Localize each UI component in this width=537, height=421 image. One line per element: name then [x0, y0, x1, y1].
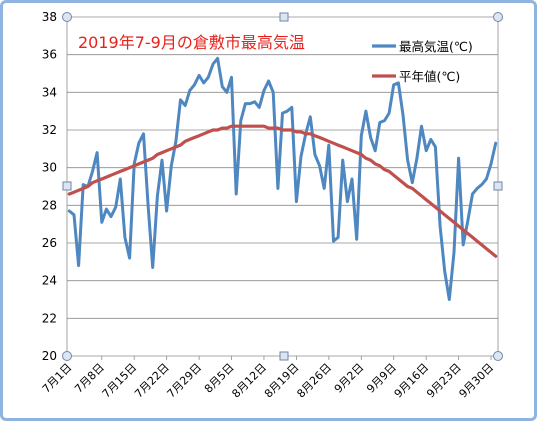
resize-handle[interactable] [62, 181, 72, 191]
x-tick-label: 7月15日 [100, 361, 140, 401]
chart-title: 2019年7-9月の倉敷市最高気温 [78, 33, 305, 52]
legend-label: 最高気温(℃) [399, 39, 473, 54]
resize-handle[interactable] [62, 12, 72, 22]
legend: 最高気温(℃) 平年値(℃) [372, 39, 473, 84]
y-tick-label: 38 [42, 10, 57, 24]
x-tick-label: 9月30日 [457, 361, 497, 401]
selection-handles[interactable] [62, 12, 503, 361]
x-tick-label: 9月23日 [424, 361, 464, 401]
x-tick-label: 7月22日 [132, 361, 172, 401]
y-tick-label: 36 [42, 48, 57, 62]
y-tick-label: 30 [42, 161, 57, 175]
x-tick-label: 8月12日 [229, 361, 269, 401]
x-tick-label: 9月16日 [392, 361, 432, 401]
series-lines [67, 56, 498, 301]
resize-handle[interactable] [279, 12, 289, 22]
y-tick-label: 34 [42, 85, 57, 99]
x-tick-label: 7月1日 [40, 361, 75, 396]
y-tick-label: 20 [42, 349, 57, 363]
y-tick-label: 26 [42, 236, 57, 250]
x-tick-label: 7月29日 [165, 361, 205, 401]
y-tick-label: 24 [42, 274, 57, 288]
series-line-normal-temp [67, 124, 498, 258]
x-tick-label: 9月2日 [332, 361, 367, 396]
resize-handle[interactable] [493, 181, 503, 191]
x-tick-label: 8月19日 [262, 361, 302, 401]
y-tick-label: 22 [42, 311, 57, 325]
series-line-max-temp [67, 56, 498, 301]
resize-handle[interactable] [279, 351, 289, 361]
resize-handle[interactable] [493, 12, 503, 22]
x-tick-label: 8月26日 [294, 361, 334, 401]
y-tick-label: 32 [42, 123, 57, 137]
resize-handle[interactable] [493, 351, 503, 361]
legend-label: 平年値(℃) [399, 69, 460, 84]
resize-handle[interactable] [62, 351, 72, 361]
y-tick-label: 28 [42, 198, 57, 212]
